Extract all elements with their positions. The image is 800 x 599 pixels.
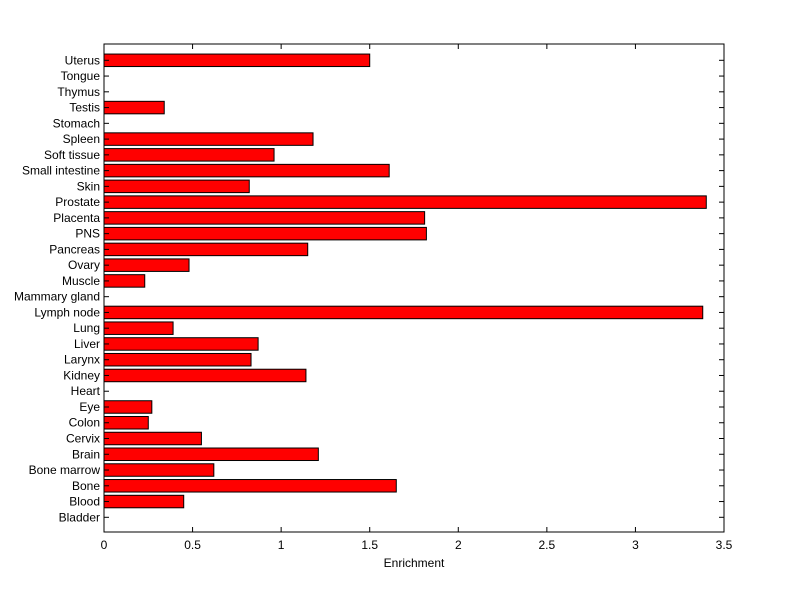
- bar-small-intestine: [103, 163, 390, 178]
- bar-bone-marrow: [103, 463, 215, 477]
- y-tick-label: Spleen: [63, 132, 100, 146]
- y-tick-label: Kidney: [63, 368, 100, 382]
- bar-pancreas: [103, 242, 309, 257]
- y-tick-label: Soft tissue: [44, 148, 100, 162]
- bar-ovary: [103, 258, 190, 272]
- y-tick-label: Larynx: [64, 353, 100, 367]
- x-axis-ticks: 0 0.5 1 1.5 2 2.5 3 3.5: [101, 44, 733, 552]
- bar-placenta: [103, 211, 426, 225]
- x-tick-label: 0.5: [184, 538, 201, 552]
- bar-lung: [103, 321, 174, 335]
- y-tick-label: Prostate: [55, 195, 100, 209]
- y-tick-label: Skin: [77, 179, 100, 193]
- y-tick-label: Lung: [73, 321, 100, 335]
- bar-liver: [103, 337, 259, 351]
- x-tick-label: 2.5: [539, 538, 556, 552]
- y-tick-label: Small intestine: [22, 164, 100, 178]
- y-tick-label: Testis: [69, 101, 100, 115]
- y-tick-label: Heart: [71, 384, 101, 398]
- bar-skin: [103, 179, 250, 194]
- y-tick-label: Mammary gland: [14, 290, 100, 304]
- y-tick-label: Stomach: [53, 116, 100, 130]
- bar-colon: [103, 415, 149, 430]
- y-tick-label: Pancreas: [49, 242, 100, 256]
- bar-kidney: [103, 368, 307, 383]
- x-tick-label: 3: [632, 538, 639, 552]
- bar-prostate: [103, 195, 707, 209]
- y-tick-label: Colon: [69, 416, 100, 430]
- y-tick-label: Uterus: [65, 53, 100, 67]
- y-tick-label: Tongue: [61, 69, 101, 83]
- x-axis-label: Enrichment: [384, 556, 445, 570]
- bar-soft-tissue: [103, 148, 275, 162]
- y-tick-label: Eye: [79, 400, 100, 414]
- bar-cervix: [103, 431, 202, 446]
- y-tick-label: PNS: [75, 227, 100, 241]
- bar-testis: [103, 100, 165, 115]
- y-tick-label: Bladder: [59, 510, 100, 524]
- bar-bone: [103, 479, 397, 493]
- bar-brain: [103, 447, 319, 462]
- bar-eye: [103, 400, 153, 414]
- y-tick-label: Bone: [72, 479, 100, 493]
- x-tick-label: 0: [101, 538, 108, 552]
- bar-muscle: [103, 274, 146, 288]
- y-tick-label: Placenta: [53, 211, 100, 225]
- x-tick-label: 2: [455, 538, 462, 552]
- y-tick-label: Liver: [74, 337, 100, 351]
- y-tick-label: Lymph node: [34, 305, 100, 319]
- bar-uterus: [103, 53, 371, 68]
- y-tick-label: Blood: [69, 495, 100, 509]
- x-tick-label: 3.5: [716, 538, 733, 552]
- y-tick-label: Cervix: [66, 432, 100, 446]
- bar-blood: [103, 494, 185, 509]
- y-tick-label: Brain: [72, 447, 100, 461]
- bar-lymph-node: [103, 305, 704, 320]
- bar-larynx: [103, 352, 252, 367]
- bar-pns: [103, 226, 427, 241]
- bars-group: [103, 53, 707, 509]
- y-tick-label: Bone marrow: [29, 463, 101, 477]
- y-tick-label: Thymus: [57, 85, 100, 99]
- x-tick-label: 1.5: [361, 538, 378, 552]
- x-tick-label: 1: [278, 538, 285, 552]
- y-tick-label: Muscle: [62, 274, 100, 288]
- bar-spleen: [103, 132, 314, 146]
- y-tick-label: Ovary: [68, 258, 100, 272]
